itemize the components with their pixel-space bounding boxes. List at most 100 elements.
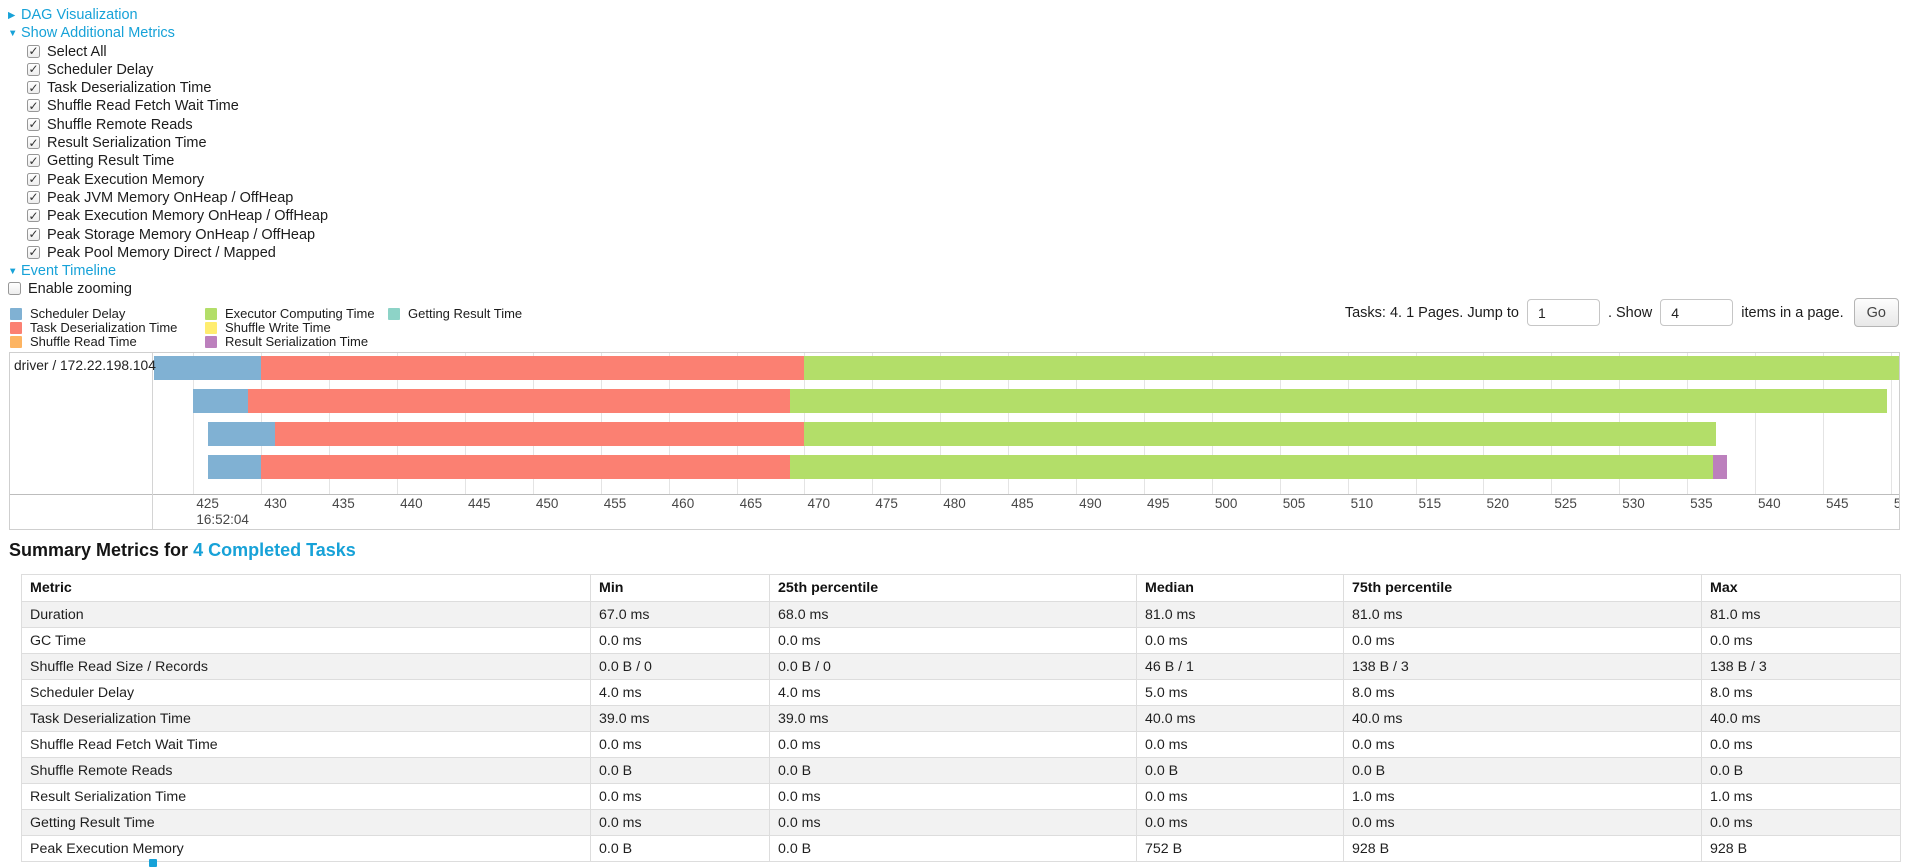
legend-item: Getting Result Time bbox=[388, 307, 522, 321]
checkbox-checked-icon[interactable] bbox=[27, 115, 40, 134]
timeline-segment-executor-computing[interactable] bbox=[789, 455, 1713, 479]
legend-label: Task Deserialization Time bbox=[30, 320, 178, 335]
table-header-row: Metric Min 25th percentile Median 75th perce… bbox=[21, 574, 1901, 602]
table-cell: Shuffle Remote Reads bbox=[21, 757, 591, 784]
timeline-segment-scheduler-delay[interactable] bbox=[208, 455, 262, 479]
table-cell: 138 B / 3 bbox=[1343, 653, 1702, 680]
legend-item: Shuffle Read Time bbox=[10, 335, 205, 349]
dag-visualization-link[interactable]: DAG Visualization bbox=[21, 7, 138, 23]
metric-option[interactable]: Select All bbox=[27, 42, 328, 61]
timeline-segment-executor-computing[interactable] bbox=[804, 422, 1716, 446]
checkbox-checked-icon[interactable] bbox=[27, 152, 40, 170]
timeline-segment-task-deserialization[interactable] bbox=[261, 356, 805, 380]
show-additional-metrics-toggle[interactable]: ▼ Show Additional Metrics bbox=[8, 24, 328, 42]
caret-right-icon[interactable]: ▶ bbox=[8, 10, 16, 21]
table-cell: Peak Execution Memory bbox=[21, 835, 591, 862]
caret-down-icon[interactable]: ▼ bbox=[8, 266, 18, 278]
go-button[interactable]: Go bbox=[1853, 298, 1899, 327]
checkbox-checked-icon[interactable] bbox=[27, 60, 40, 79]
legend-item: Executor Computing Time bbox=[205, 307, 388, 321]
timeline-task-bar[interactable] bbox=[154, 389, 1899, 413]
timeline-tick-label: 510 bbox=[1350, 496, 1374, 511]
jump-to-page-input[interactable] bbox=[1526, 299, 1600, 326]
timeline-segment-scheduler-delay[interactable] bbox=[208, 422, 275, 446]
timeline-segment-executor-computing[interactable] bbox=[789, 389, 1887, 413]
dag-visualization-toggle[interactable]: ▶ DAG Visualization bbox=[8, 6, 328, 24]
next-section-caret-partial[interactable] bbox=[149, 859, 157, 867]
event-timeline-toggle[interactable]: ▼ Event Timeline bbox=[8, 262, 328, 280]
timeline-task-bar[interactable] bbox=[154, 455, 1899, 479]
metric-option-label: Peak Execution Memory OnHeap / OffHeap bbox=[47, 208, 329, 225]
timeline-task-bar[interactable] bbox=[154, 356, 1899, 380]
summary-metrics-table: Metric Min 25th percentile Median 75th perce… bbox=[21, 574, 1901, 862]
timeline-group-label: driver / 172.22.198.104 bbox=[14, 358, 156, 373]
timeline-segment-task-deserialization[interactable] bbox=[247, 389, 790, 413]
table-cell: 4.0 ms bbox=[769, 679, 1137, 706]
metric-option[interactable]: Peak JVM Memory OnHeap / OffHeap bbox=[27, 188, 328, 207]
table-cell: 0.0 ms bbox=[1136, 627, 1344, 654]
checkbox-checked-icon[interactable] bbox=[27, 207, 40, 225]
metric-option[interactable]: Shuffle Read Fetch Wait Time bbox=[27, 97, 328, 115]
completed-tasks-link[interactable]: 4 Completed Tasks bbox=[193, 540, 356, 560]
timeline-segment-executor-computing[interactable] bbox=[804, 356, 1899, 380]
timeline-tick-label: 465 bbox=[739, 496, 763, 511]
timeline-segment-result-serialization[interactable] bbox=[1712, 455, 1727, 479]
timeline-segment-scheduler-delay[interactable] bbox=[193, 389, 248, 413]
table-cell: 81.0 ms bbox=[1343, 601, 1702, 628]
table-cell: 752 B bbox=[1136, 835, 1344, 862]
metric-option[interactable]: Getting Result Time bbox=[27, 152, 328, 170]
table-cell: 0.0 ms bbox=[1136, 731, 1344, 758]
enable-zooming-option[interactable]: Enable zooming bbox=[8, 280, 328, 298]
table-cell: 0.0 B bbox=[1701, 757, 1901, 784]
legend-item: Result Serialization Time bbox=[205, 335, 388, 349]
timeline-tick-label: 550 bbox=[1894, 496, 1899, 511]
table-cell: 39.0 ms bbox=[590, 705, 770, 732]
table-cell: Result Serialization Time bbox=[21, 783, 591, 810]
show-additional-metrics-link[interactable]: Show Additional Metrics bbox=[21, 25, 175, 42]
metric-option[interactable]: Result Serialization Time bbox=[27, 134, 328, 152]
metric-option-label: Shuffle Remote Reads bbox=[47, 116, 193, 133]
checkbox-checked-icon[interactable] bbox=[27, 243, 40, 262]
timeline-segment-task-deserialization[interactable] bbox=[274, 422, 805, 446]
metric-option[interactable]: Scheduler Delay bbox=[27, 60, 328, 79]
checkbox-checked-icon[interactable] bbox=[27, 188, 40, 207]
timeline-tick-label: 440 bbox=[400, 496, 423, 511]
checkbox-checked-icon[interactable] bbox=[27, 134, 40, 152]
items-per-page-input[interactable] bbox=[1660, 299, 1734, 326]
timeline-task-bar[interactable] bbox=[154, 422, 1899, 446]
table-cell: 0.0 B bbox=[590, 757, 770, 784]
metric-option[interactable]: Peak Execution Memory OnHeap / OffHeap bbox=[27, 207, 328, 225]
table-column-header: 25th percentile bbox=[769, 574, 1137, 602]
metric-option[interactable]: Task Deserialization Time bbox=[27, 79, 328, 97]
table-cell: 67.0 ms bbox=[590, 601, 770, 628]
table-row: Shuffle Remote Reads 0.0 B 0.0 B 0.0 B 0.0 B… bbox=[21, 757, 1901, 784]
legend-column: Executor Computing Time Shuffle Write Tim… bbox=[205, 307, 388, 349]
timeline-tick-label: 540 bbox=[1758, 496, 1781, 511]
checkbox-checked-icon[interactable] bbox=[27, 97, 40, 115]
timeline-tick-label: 460 bbox=[671, 496, 695, 511]
caret-down-icon[interactable]: ▼ bbox=[8, 28, 18, 40]
metric-option[interactable]: Peak Storage Memory OnHeap / OffHeap bbox=[27, 225, 328, 244]
event-timeline-link[interactable]: Event Timeline bbox=[21, 263, 117, 280]
table-row: Result Serialization Time 0.0 ms 0.0 ms 0.0… bbox=[21, 783, 1901, 810]
legend-swatch-executor-computing bbox=[205, 307, 217, 320]
checkbox-checked-icon[interactable] bbox=[27, 79, 40, 97]
metric-option-label: Getting Result Time bbox=[47, 153, 175, 170]
metric-option[interactable]: Peak Pool Memory Direct / Mapped bbox=[27, 243, 328, 262]
metric-option-label: Select All bbox=[47, 43, 107, 60]
metric-option[interactable]: Shuffle Remote Reads bbox=[27, 115, 328, 134]
checkbox-unchecked-icon[interactable] bbox=[8, 282, 21, 296]
checkbox-checked-icon[interactable] bbox=[27, 42, 40, 60]
table-cell: 81.0 ms bbox=[1701, 601, 1901, 628]
timeline-segment-scheduler-delay[interactable] bbox=[154, 356, 262, 380]
metric-option[interactable]: Peak Execution Memory bbox=[27, 170, 328, 189]
legend-label: Shuffle Read Time bbox=[30, 334, 137, 349]
summary-metrics-heading: Summary Metrics for 4 Completed Tasks bbox=[9, 540, 356, 561]
table-cell: 0.0 B / 0 bbox=[590, 653, 770, 680]
table-column-header: Max bbox=[1701, 574, 1901, 602]
timeline-segment-task-deserialization[interactable] bbox=[261, 455, 790, 479]
table-cell: Shuffle Read Size / Records bbox=[21, 653, 591, 680]
checkbox-checked-icon[interactable] bbox=[27, 170, 40, 188]
metric-option-label: Peak Execution Memory bbox=[47, 171, 205, 188]
checkbox-checked-icon[interactable] bbox=[27, 225, 40, 243]
